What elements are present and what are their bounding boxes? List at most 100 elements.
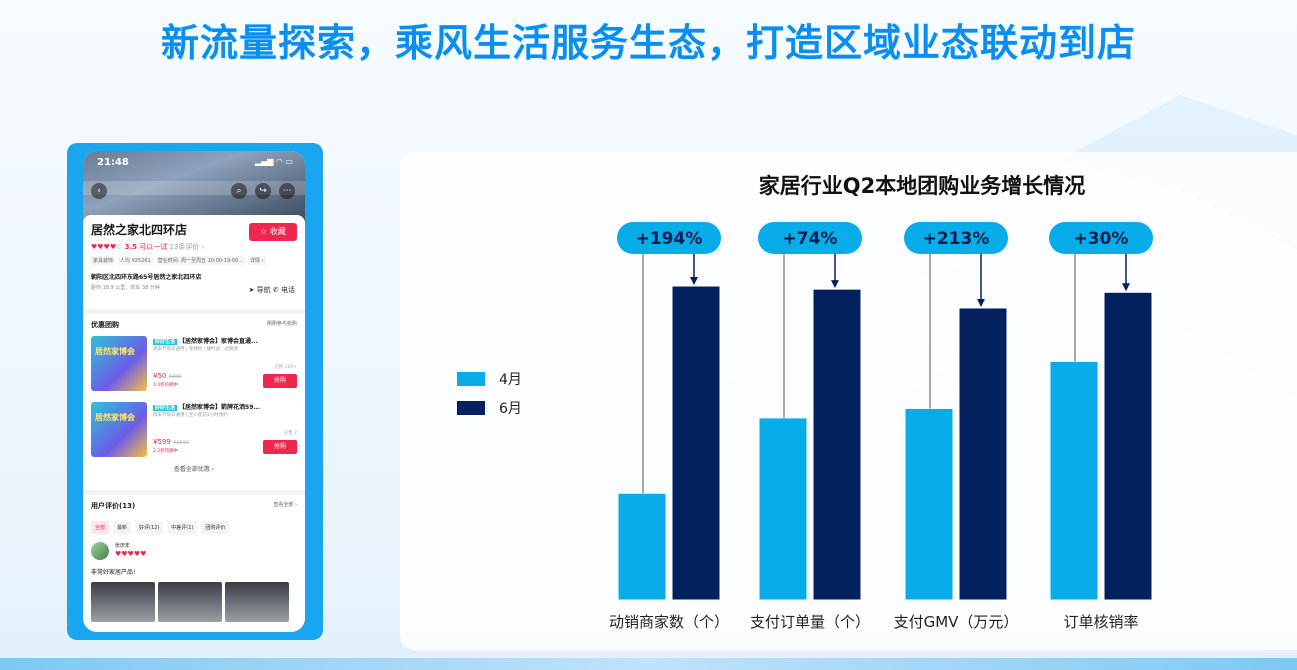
legend-item-april: 4月: [457, 369, 522, 389]
chart-title: 家居行业Q2本地团购业务增长情况: [758, 174, 1086, 198]
page-headline: 新流量探索，乘风生活服务生态，打造区域业态联动到店: [160, 21, 1136, 65]
growth-label: +213%: [923, 229, 990, 249]
arrow-head: [1122, 283, 1130, 292]
review-text: 非常好家居产品!: [91, 569, 136, 576]
deal-price-value: ¥599: [153, 438, 171, 446]
bar-june: [1103, 291, 1153, 601]
see-all-deals-link[interactable]: 查看全部优惠 ›: [173, 466, 215, 473]
reviews-card: 用户评价(13) 查看全部 › 全部 最新 好评(12) 中差评(1) 团购评价…: [83, 495, 305, 632]
arrow-head: [977, 298, 985, 307]
deal-item[interactable]: 居然家博会 好好生活 【居然家博会】箭牌花洒59... 周末节假日通用 | 至少提…: [91, 402, 297, 462]
status-time: 21:48: [97, 157, 129, 168]
category-label: 动销商家数（个）: [609, 613, 729, 631]
reviews-title: 用户评价(13): [91, 502, 136, 510]
deal-tag: 好好生活: [153, 339, 178, 345]
navigate-call-icons[interactable]: ➤ 导航 ✆ 电话: [248, 286, 295, 294]
reviewer-name: 张庆年: [115, 543, 131, 549]
deal-price: ¥50 ¥368: [153, 372, 181, 380]
phone-mockup: 21:48 ▂▄▆ ◠ ▭ ‹ ⌕ ↪ ⋯ 居然之家北四环店 ☆ 收藏 ♥♥♥♥…: [67, 143, 323, 640]
deal-thumbnail: 居然家博会: [91, 402, 147, 457]
bar-april: [758, 417, 808, 601]
bar-june: [812, 288, 862, 601]
review-chip[interactable]: 团购评价: [201, 521, 230, 534]
bar-april: [1049, 360, 1099, 601]
growth-label: +194%: [636, 229, 703, 249]
store-name: 居然之家北四环店: [91, 223, 188, 237]
deal-sold: 已售 2: [283, 431, 297, 436]
review-photo[interactable]: [225, 582, 289, 622]
deal-subtitle: 周末节假日通用 | 免预约 | 随时退 · 过期退: [153, 347, 239, 352]
reviews-see-all-link[interactable]: 查看全部 ›: [273, 502, 297, 508]
deal-item[interactable]: 居然家博会 好好生活 【居然家博会】家博会直通... 周末节假日通用 | 免预约 …: [91, 336, 297, 396]
category-label: 支付订单量（个）: [750, 613, 870, 631]
deal-title: 好好生活 【居然家博会】家博会直通...: [153, 336, 293, 345]
rating-text: 可以一试: [139, 243, 168, 251]
legend-label-april: 4月: [499, 372, 522, 388]
deal-thumb-text: 居然家博会: [95, 413, 135, 422]
store-address: 朝阳区北四环东路65号居然之家北四环店: [91, 274, 202, 281]
deal-price-value: ¥50: [153, 372, 167, 380]
store-hero-image: 21:48 ▂▄▆ ◠ ▭ ‹ ⌕ ↪ ⋯: [83, 151, 305, 221]
legend-label-june: 6月: [499, 401, 522, 417]
back-icon[interactable]: ‹: [91, 183, 107, 199]
bottom-band: [0, 658, 1297, 670]
review-chip[interactable]: 中差评(1): [167, 521, 198, 534]
reviewer-stars: ♥♥♥♥♥: [115, 550, 147, 558]
review-photo[interactable]: [158, 582, 222, 622]
bar-april: [617, 492, 667, 601]
deal-old-price: ¥2690: [173, 440, 189, 446]
status-icons: ▂▄▆ ◠ ▭: [254, 157, 293, 166]
deal-title-text: 【居然家博会】家博会直通...: [179, 338, 258, 345]
store-distance: 距你 18.9 公里，驾车 38 分钟: [91, 285, 160, 291]
review-chip[interactable]: 最新: [113, 521, 132, 534]
meta-details-link[interactable]: 详情 ›: [247, 256, 266, 265]
category-label: 支付GMV（万元）: [894, 613, 1019, 631]
deal-title: 好好生活 【居然家博会】箭牌花洒59...: [153, 402, 293, 411]
legend-swatch-june: [457, 401, 485, 415]
deal-old-price: ¥368: [168, 374, 182, 380]
bar-june: [671, 285, 721, 601]
buy-button[interactable]: 抢购: [263, 440, 297, 454]
growth-bubble: [758, 222, 862, 254]
phone-screen: 21:48 ▂▄▆ ◠ ▭ ‹ ⌕ ↪ ⋯ 居然之家北四环店 ☆ 收藏 ♥♥♥♥…: [83, 151, 305, 632]
deal-sold: 已售 100+: [274, 365, 297, 370]
deals-right-text: 刚刚参与抢购: [266, 321, 297, 327]
arrow-head: [690, 277, 698, 285]
deal-thumbnail: 居然家博会: [91, 336, 147, 391]
review-chip[interactable]: 全部: [91, 521, 110, 534]
deals-card: 优惠团购 刚刚参与抢购 居然家博会 好好生活 【居然家博会】家博会直通... 周末…: [83, 314, 305, 490]
share-icon[interactable]: ↪: [255, 183, 271, 199]
legend-swatch-april: [457, 372, 485, 386]
rating-stars: ♥♥♥♥♡: [91, 243, 123, 251]
meta-tag: 家具装饰: [91, 256, 116, 265]
store-info-card: 居然之家北四环店 ☆ 收藏 ♥♥♥♥♡ 3.5 可以一试 13条评价 › 家具装…: [83, 215, 305, 309]
more-icon[interactable]: ⋯: [279, 183, 295, 199]
deal-subtitle: 周末节假日通用 | 至少提前3小时预约: [153, 413, 228, 418]
growth-label: +30%: [1074, 229, 1129, 249]
rating-count[interactable]: 13条评价 ›: [169, 243, 205, 251]
buy-button[interactable]: 抢购: [263, 374, 297, 388]
deals-title: 优惠团购: [91, 321, 119, 329]
reviewer-row: 张庆年 ♥♥♥♥♥: [91, 542, 297, 564]
hero-stripe: [83, 181, 305, 195]
avatar: [91, 542, 109, 560]
review-filter-chips: 全部 最新 好评(12) 中差评(1) 团购评价: [91, 521, 297, 534]
review-photos: [91, 582, 297, 622]
rating-row: ♥♥♥♥♡ 3.5 可以一试 13条评价 ›: [91, 242, 297, 252]
favorite-button[interactable]: ☆ 收藏: [249, 223, 297, 241]
deal-tag: 好好生活: [153, 405, 178, 411]
growth-bubble: [904, 222, 1008, 254]
deal-hint: 2.2折热销中: [153, 449, 179, 454]
review-photo[interactable]: [91, 582, 155, 622]
rating-score: 3.5: [124, 243, 138, 251]
bar-june: [958, 307, 1008, 601]
review-chip[interactable]: 好评(12): [135, 521, 164, 534]
deal-price: ¥599 ¥2690: [153, 438, 189, 446]
arrow-head: [831, 280, 839, 289]
search-icon[interactable]: ⌕: [231, 183, 247, 199]
growth-bubble: [1049, 222, 1153, 254]
growth-bubble: [617, 222, 721, 254]
legend-item-june: 6月: [457, 398, 522, 418]
deal-thumb-text: 居然家博会: [95, 347, 135, 356]
